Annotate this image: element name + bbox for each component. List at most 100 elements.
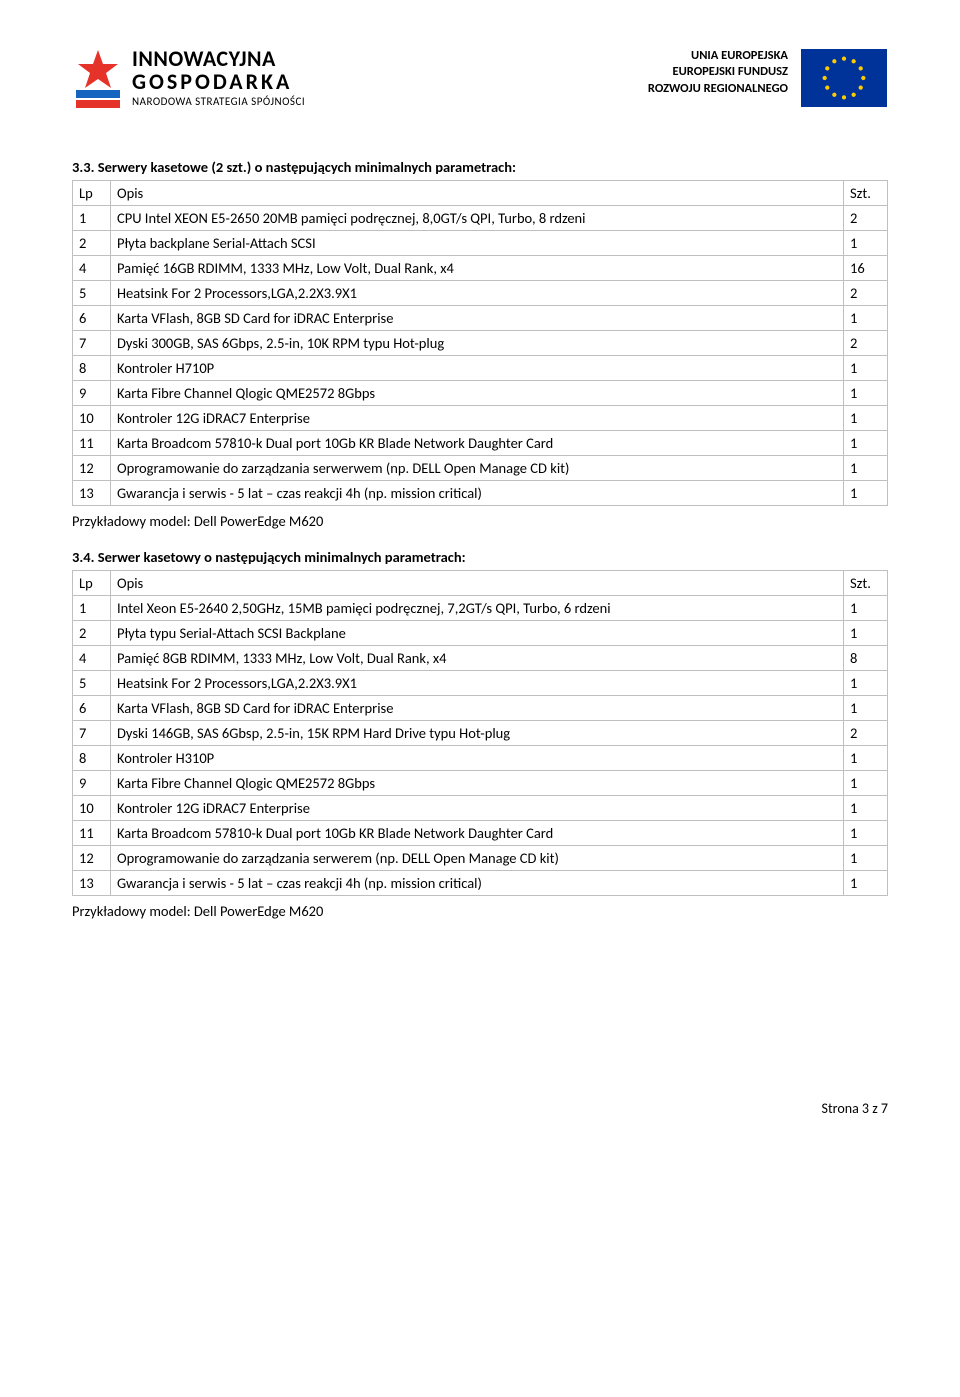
cell-lp: 8 — [73, 746, 111, 771]
cell-szt: 2 — [844, 206, 888, 231]
cell-lp: 13 — [73, 871, 111, 896]
col-szt-header: Szt. — [844, 571, 888, 596]
cell-lp: 4 — [73, 256, 111, 281]
cell-opis: Kontroler H710P — [111, 356, 844, 381]
ue-line2: EUROPEJSKI FUNDUSZ — [648, 64, 788, 80]
cell-lp: 9 — [73, 771, 111, 796]
table-row: 11Karta Broadcom 57810-k Dual port 10Gb … — [73, 431, 888, 456]
cell-szt: 1 — [844, 746, 888, 771]
cell-szt: 2 — [844, 331, 888, 356]
cell-opis: Gwarancja i serwis - 5 lat – czas reakcj… — [111, 481, 844, 506]
cell-szt: 8 — [844, 646, 888, 671]
cell-szt: 1 — [844, 796, 888, 821]
cell-lp: 9 — [73, 381, 111, 406]
table-row: 1CPU Intel XEON E5-2650 20MB pamięci pod… — [73, 206, 888, 231]
cell-lp: 2 — [73, 231, 111, 256]
cell-opis: Kontroler 12G iDRAC7 Enterprise — [111, 406, 844, 431]
cell-szt: 1 — [844, 456, 888, 481]
header-right: UNIA EUROPEJSKA EUROPEJSKI FUNDUSZ ROZWO… — [648, 48, 888, 108]
cell-opis: Karta Fibre Channel Qlogic QME2572 8Gbps — [111, 771, 844, 796]
cell-lp: 1 — [73, 206, 111, 231]
table-row: 8Kontroler H710P1 — [73, 356, 888, 381]
cell-opis: Karta VFlash, 8GB SD Card for iDRAC Ente… — [111, 696, 844, 721]
cell-lp: 8 — [73, 356, 111, 381]
cell-szt: 1 — [844, 621, 888, 646]
cell-opis: Heatsink For 2 Processors,LGA,2.2X3.9X1 — [111, 281, 844, 306]
table-header-row: Lp Opis Szt. — [73, 181, 888, 206]
table-row: 12Oprogramowanie do zarządzania serwerem… — [73, 846, 888, 871]
cell-szt: 1 — [844, 871, 888, 896]
cell-szt: 1 — [844, 481, 888, 506]
table-row: 1Intel Xeon E5-2640 2,50GHz, 15MB pamięc… — [73, 596, 888, 621]
table-33-body: 1CPU Intel XEON E5-2650 20MB pamięci pod… — [73, 206, 888, 506]
page-footer: Strona 3 z 7 — [72, 1100, 888, 1117]
cell-szt: 1 — [844, 771, 888, 796]
cell-lp: 12 — [73, 846, 111, 871]
section-34-title: 3.4. Serwer kasetowy o następujących min… — [72, 548, 888, 566]
cell-szt: 1 — [844, 596, 888, 621]
cell-szt: 1 — [844, 846, 888, 871]
cell-lp: 6 — [73, 696, 111, 721]
cell-szt: 1 — [844, 671, 888, 696]
cell-lp: 11 — [73, 821, 111, 846]
cell-lp: 5 — [73, 281, 111, 306]
innowacyjna-gospodarka-logo-icon — [72, 48, 124, 110]
table-row: 5Heatsink For 2 Processors,LGA,2.2X3.9X1… — [73, 671, 888, 696]
table-34: Lp Opis Szt. 1Intel Xeon E5-2640 2,50GHz… — [72, 570, 888, 896]
col-opis-header: Opis — [111, 571, 844, 596]
table-row: 13Gwarancja i serwis - 5 lat – czas reak… — [73, 481, 888, 506]
table-row: 4Pamięć 16GB RDIMM, 1333 MHz, Low Volt, … — [73, 256, 888, 281]
ue-text-block: UNIA EUROPEJSKA EUROPEJSKI FUNDUSZ ROZWO… — [648, 48, 788, 97]
cell-szt: 16 — [844, 256, 888, 281]
table-34-body: 1Intel Xeon E5-2640 2,50GHz, 15MB pamięc… — [73, 596, 888, 896]
table-row: 9Karta Fibre Channel Qlogic QME2572 8Gbp… — [73, 381, 888, 406]
section-33-title: 3.3. Serwery kasetowe (2 szt.) o następu… — [72, 158, 888, 176]
col-szt-header: Szt. — [844, 181, 888, 206]
cell-lp: 5 — [73, 671, 111, 696]
header-left: INNOWACYJNA GOSPODARKA NARODOWA STRATEGI… — [72, 48, 305, 110]
cell-szt: 1 — [844, 356, 888, 381]
table-row: 7Dyski 146GB, SAS 6Gbsp, 2.5-in, 15K RPM… — [73, 721, 888, 746]
table-row: 12Oprogramowanie do zarządzania serwerwe… — [73, 456, 888, 481]
example-model-34: Przykładowy model: Dell PowerEdge M620 — [72, 902, 888, 920]
table-row: 5Heatsink For 2 Processors,LGA,2.2X3.9X1… — [73, 281, 888, 306]
table-row: 8Kontroler H310P1 — [73, 746, 888, 771]
col-lp-header: Lp — [73, 181, 111, 206]
cell-lp: 10 — [73, 406, 111, 431]
cell-szt: 1 — [844, 306, 888, 331]
cell-opis: Pamięć 16GB RDIMM, 1333 MHz, Low Volt, D… — [111, 256, 844, 281]
cell-opis: Heatsink For 2 Processors,LGA,2.2X3.9X1 — [111, 671, 844, 696]
cell-szt: 1 — [844, 821, 888, 846]
cell-opis: CPU Intel XEON E5-2650 20MB pamięci podr… — [111, 206, 844, 231]
table-row: 11Karta Broadcom 57810-k Dual port 10Gb … — [73, 821, 888, 846]
cell-szt: 1 — [844, 231, 888, 256]
cell-opis: Pamięć 8GB RDIMM, 1333 MHz, Low Volt, Du… — [111, 646, 844, 671]
table-row: 6Karta VFlash, 8GB SD Card for iDRAC Ent… — [73, 696, 888, 721]
table-33: Lp Opis Szt. 1CPU Intel XEON E5-2650 20M… — [72, 180, 888, 506]
table-row: 6Karta VFlash, 8GB SD Card for iDRAC Ent… — [73, 306, 888, 331]
table-row: 13Gwarancja i serwis - 5 lat – czas reak… — [73, 871, 888, 896]
cell-opis: Dyski 146GB, SAS 6Gbsp, 2.5-in, 15K RPM … — [111, 721, 844, 746]
cell-opis: Kontroler H310P — [111, 746, 844, 771]
ig-line3: NARODOWA STRATEGIA SPÓJNOŚCI — [132, 95, 305, 108]
cell-lp: 7 — [73, 331, 111, 356]
ig-line1: INNOWACYJNA — [132, 48, 305, 70]
cell-lp: 10 — [73, 796, 111, 821]
cell-szt: 2 — [844, 281, 888, 306]
ig-line2: GOSPODARKA — [132, 70, 305, 93]
cell-lp: 7 — [73, 721, 111, 746]
ig-logo-text: INNOWACYJNA GOSPODARKA NARODOWA STRATEGI… — [132, 48, 305, 108]
table-row: 10Kontroler 12G iDRAC7 Enterprise1 — [73, 796, 888, 821]
table-row: 9Karta Fibre Channel Qlogic QME2572 8Gbp… — [73, 771, 888, 796]
page-header: INNOWACYJNA GOSPODARKA NARODOWA STRATEGI… — [72, 48, 888, 110]
cell-lp: 4 — [73, 646, 111, 671]
example-model-33: Przykładowy model: Dell PowerEdge M620 — [72, 512, 888, 530]
cell-opis: Gwarancja i serwis - 5 lat – czas reakcj… — [111, 871, 844, 896]
cell-opis: Oprogramowanie do zarządzania serwerem (… — [111, 846, 844, 871]
cell-opis: Oprogramowanie do zarządzania serwerwem … — [111, 456, 844, 481]
cell-lp: 6 — [73, 306, 111, 331]
table-row: 2Płyta typu Serial-Attach SCSI Backplane… — [73, 621, 888, 646]
cell-lp: 1 — [73, 596, 111, 621]
cell-opis: Karta Broadcom 57810-k Dual port 10Gb KR… — [111, 431, 844, 456]
cell-opis: Płyta typu Serial-Attach SCSI Backplane — [111, 621, 844, 646]
